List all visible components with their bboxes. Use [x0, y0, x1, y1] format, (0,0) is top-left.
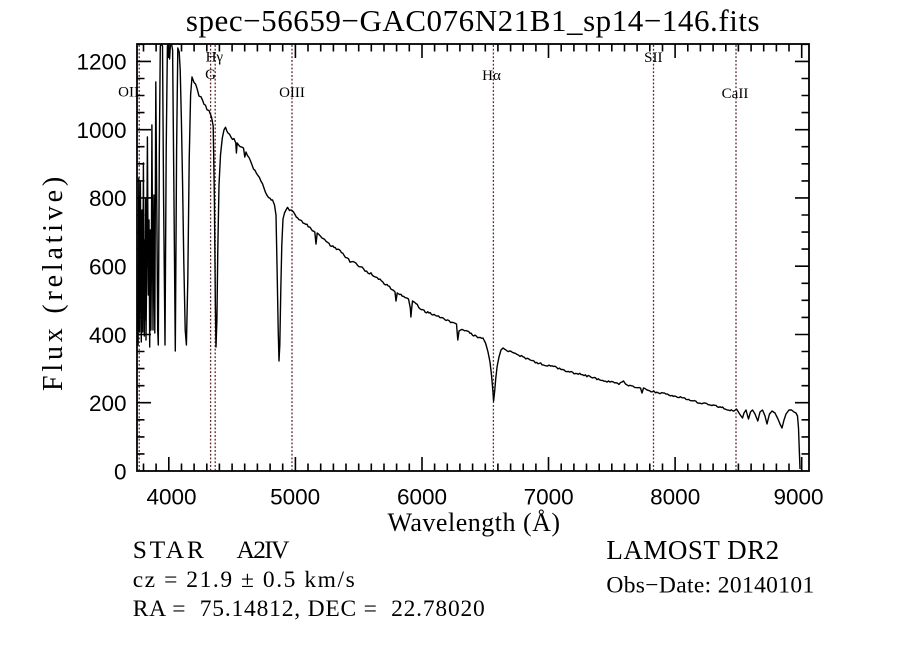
svg-text:Hγ: Hγ [206, 50, 224, 66]
svg-text:1000: 1000 [76, 118, 126, 143]
svg-text:Obs−Date: 20140101: Obs−Date: 20140101 [606, 573, 814, 599]
svg-text:400: 400 [89, 323, 127, 348]
svg-text:9000: 9000 [773, 485, 823, 510]
svg-text:5000: 5000 [270, 485, 320, 510]
svg-text:200: 200 [89, 391, 127, 416]
svg-text:4000: 4000 [146, 485, 196, 510]
svg-text:cz = 21.9 ± 0.5 km/s: cz = 21.9 ± 0.5 km/s [133, 567, 357, 593]
svg-text:800: 800 [89, 186, 127, 211]
svg-text:6000: 6000 [397, 485, 447, 510]
svg-text:spec−56659−GAC076N21B1_sp14−14: spec−56659−GAC076N21B1_sp14−146.fits [186, 3, 760, 38]
svg-text:Hα: Hα [482, 68, 501, 84]
svg-text:Wavelength (Å): Wavelength (Å) [387, 508, 560, 537]
svg-text:STAR: STAR [133, 535, 207, 564]
svg-text:7000: 7000 [524, 485, 574, 510]
svg-text:600: 600 [89, 255, 127, 280]
svg-text:RA = 75.14812, DEC = 22.7802: RA = 75.14812, DEC = 22.78020 [133, 596, 486, 622]
svg-text:LAMOST DR2: LAMOST DR2 [606, 535, 779, 565]
svg-text:A2IV: A2IV [237, 535, 291, 564]
svg-text:1200: 1200 [76, 50, 126, 75]
svg-text:SII: SII [644, 50, 662, 66]
svg-text:OII: OII [118, 85, 139, 101]
svg-text:CaII: CaII [722, 86, 749, 102]
svg-text:0: 0 [114, 459, 127, 484]
svg-text:OIII: OIII [279, 85, 305, 101]
svg-text:Flux (relative): Flux (relative) [38, 173, 69, 391]
svg-text:8000: 8000 [650, 485, 700, 510]
svg-text:G: G [205, 67, 216, 83]
